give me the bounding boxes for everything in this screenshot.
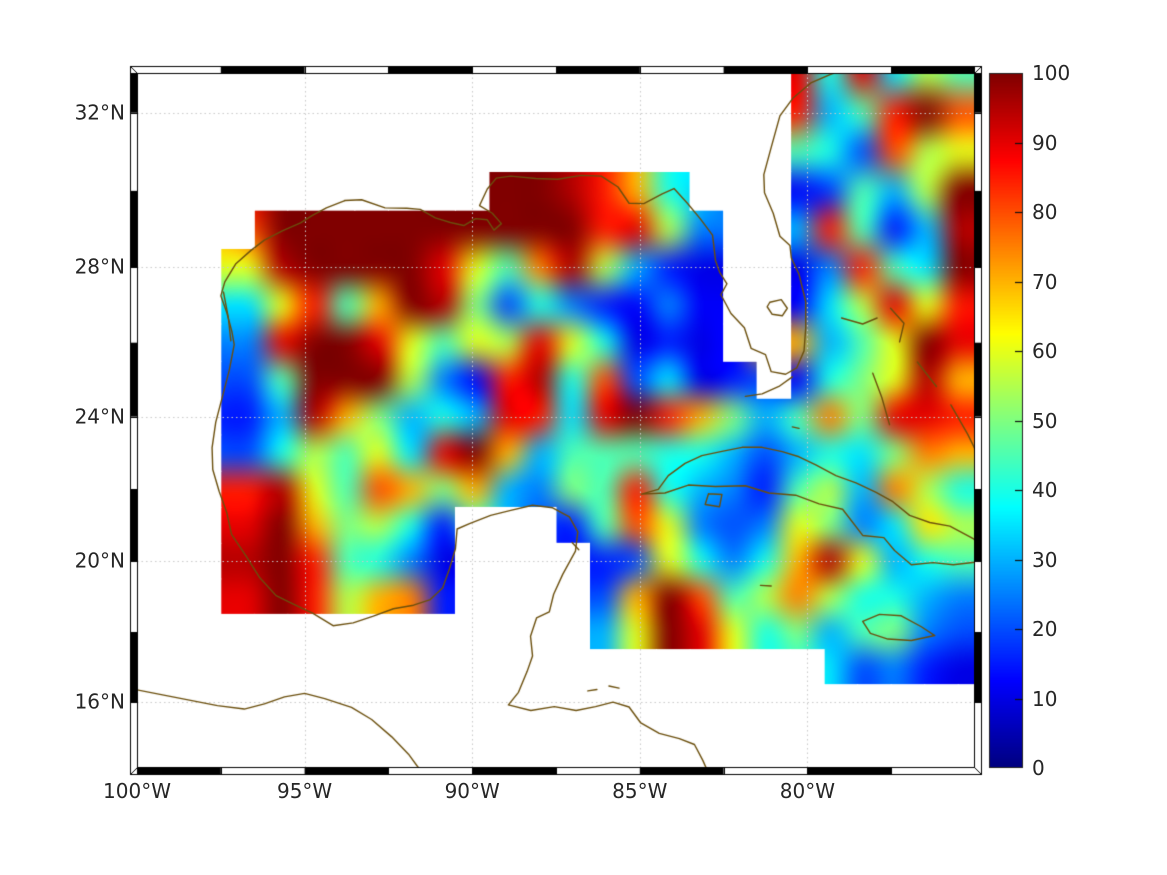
lon-tick-label: 85°W bbox=[612, 779, 668, 803]
colorbar-tick-label: 100 bbox=[1032, 61, 1071, 85]
lon-tick-label: 95°W bbox=[276, 779, 333, 803]
lon-tick-label: 90°W bbox=[444, 779, 500, 803]
colorbar-tick-label: 20 bbox=[1032, 617, 1058, 641]
colorbar-tick-label: 40 bbox=[1032, 478, 1058, 502]
lon-tick-label: 80°W bbox=[779, 779, 835, 803]
colorbar-tick-label: 90 bbox=[1032, 130, 1058, 155]
lat-tick-label: 16°N bbox=[74, 689, 125, 714]
colorbar-tick-label: 60 bbox=[1032, 339, 1058, 363]
colorbar-tick-label: 30 bbox=[1032, 547, 1058, 572]
colorbar-tick-label: 70 bbox=[1032, 269, 1058, 294]
lat-tick-label: 20°N bbox=[74, 548, 125, 573]
colorbar-tick-label: 50 bbox=[1032, 408, 1058, 433]
lat-tick-label: 24°N bbox=[74, 404, 125, 429]
colorbar-tick-label: 0 bbox=[1032, 756, 1045, 780]
colorbar-tick-label: 80 bbox=[1032, 200, 1058, 224]
lat-tick-label: 28°N bbox=[74, 255, 125, 280]
lat-tick-label: 32°N bbox=[74, 100, 125, 125]
lon-tick-label: 100°W bbox=[103, 779, 171, 803]
colorbar-tick-label: 10 bbox=[1032, 686, 1058, 711]
